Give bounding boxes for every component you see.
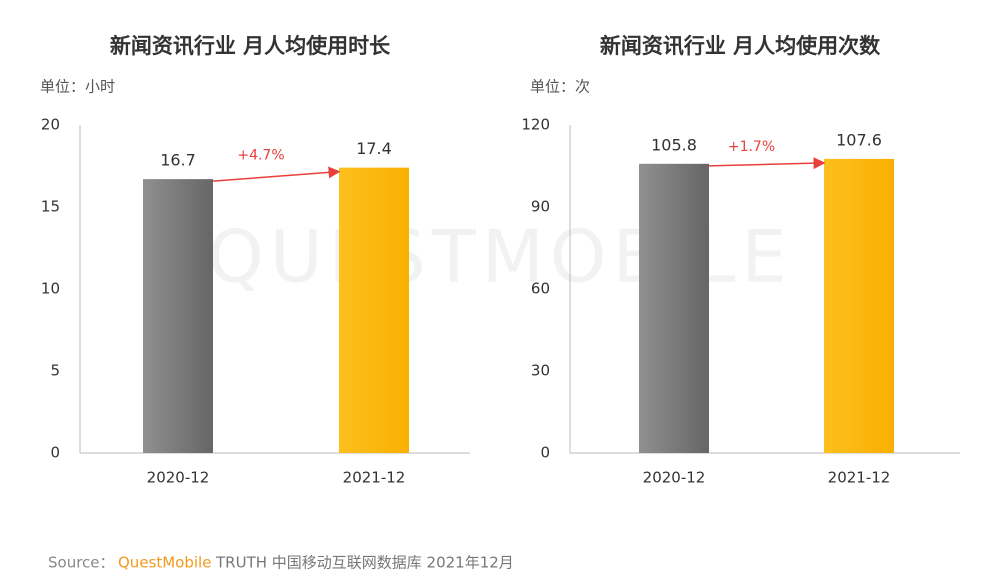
- y-tick-label: 10: [41, 280, 60, 298]
- chart-title: 新闻资讯行业 月人均使用时长: [110, 34, 391, 58]
- growth-annotation: +1.7%: [728, 139, 775, 155]
- growth-arrow: [212, 166, 341, 182]
- x-tick-label: 2021-12: [343, 469, 406, 487]
- x-tick-label: 2020-12: [147, 469, 210, 487]
- source-brand: QuestMobile: [118, 554, 211, 572]
- x-tick-label: 2020-12: [643, 469, 706, 487]
- y-tick-label: 90: [531, 198, 550, 216]
- y-tick-label: 5: [50, 362, 60, 380]
- value-label: 107.6: [836, 130, 882, 149]
- growth-arrow: [708, 157, 826, 170]
- value-label: 17.4: [356, 139, 392, 158]
- growth-annotation: +4.7%: [237, 148, 284, 164]
- bar: [339, 167, 409, 453]
- unit-label: 单位：小时: [40, 78, 115, 96]
- y-tick-label: 120: [521, 116, 550, 134]
- y-tick-label: 0: [540, 444, 550, 462]
- bar: [824, 158, 894, 454]
- y-tick-label: 15: [41, 198, 60, 216]
- value-label: 105.8: [651, 135, 697, 154]
- bar: [639, 163, 709, 453]
- x-tick-label: 2021-12: [828, 469, 891, 487]
- chart-title: 新闻资讯行业 月人均使用次数: [600, 34, 881, 58]
- y-tick-label: 30: [531, 362, 550, 380]
- y-tick-label: 60: [531, 280, 550, 298]
- bar: [143, 179, 213, 453]
- source-text: TRUTH 中国移动互联网数据库 2021年12月: [215, 554, 514, 572]
- source-label: Source：: [48, 554, 115, 572]
- y-tick-label: 20: [41, 116, 60, 134]
- unit-label: 单位：次: [530, 78, 590, 96]
- y-tick-label: 0: [50, 444, 60, 462]
- value-label: 16.7: [160, 151, 196, 170]
